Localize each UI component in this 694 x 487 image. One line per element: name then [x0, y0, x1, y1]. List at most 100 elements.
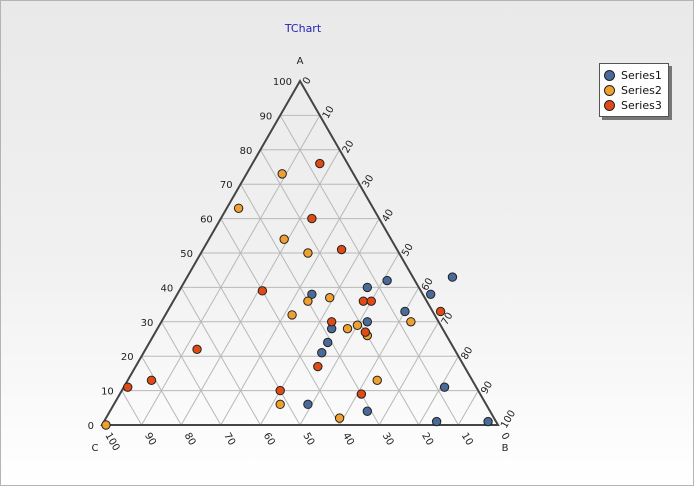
- grid-line-c: [200, 252, 301, 426]
- data-point-series2: [101, 420, 111, 430]
- grid-line-b: [141, 115, 321, 426]
- data-point-series2: [233, 203, 244, 213]
- grid-line-c: [160, 321, 222, 426]
- legend: Series1 Series2 Series3: [599, 63, 669, 117]
- tick-label-c: 0: [498, 431, 511, 442]
- tick-label-c: 40: [340, 431, 356, 448]
- data-point-series2: [342, 323, 353, 334]
- legend-item-series1: Series1: [604, 68, 662, 82]
- data-point-series2: [303, 248, 313, 258]
- data-point-series2: [406, 317, 416, 327]
- data-points: [101, 158, 493, 430]
- data-point-series1: [447, 272, 458, 282]
- tick-label-a: 40: [160, 283, 173, 294]
- data-point-series3: [123, 382, 133, 392]
- tick-label-c: 30: [380, 431, 396, 448]
- data-point-series2: [372, 375, 382, 385]
- tick-label-b: 90: [479, 380, 495, 397]
- tick-label-c: 80: [182, 431, 198, 448]
- tick-label-b: 100: [499, 408, 518, 430]
- data-point-series3: [356, 389, 367, 399]
- legend-marker: [604, 69, 615, 81]
- grid-line-c: [141, 355, 182, 426]
- data-point-series1: [483, 416, 493, 427]
- tick-label-a: 20: [121, 352, 134, 363]
- legend-marker: [604, 99, 615, 111]
- tick-label-b: 0: [301, 75, 314, 86]
- data-point-series1: [303, 399, 313, 410]
- tick-label-c: 70: [221, 431, 237, 448]
- tick-label-a: 90: [259, 111, 272, 122]
- data-point-series1: [425, 289, 436, 299]
- grid-line-c: [121, 390, 143, 426]
- data-point-series2: [279, 234, 289, 244]
- tick-label-b: 10: [321, 104, 337, 121]
- data-point-series2: [275, 399, 285, 410]
- data-point-series3: [366, 296, 376, 306]
- data-point-series3: [358, 296, 369, 306]
- tick-label-a: 70: [220, 180, 233, 191]
- grid: [121, 114, 479, 426]
- tick-label-b: 50: [400, 242, 416, 259]
- tick-label-c: 20: [419, 431, 435, 448]
- data-point-series3: [336, 244, 347, 255]
- grid-line-b: [418, 355, 459, 426]
- data-point-series3: [275, 385, 285, 396]
- data-point-series3: [192, 344, 202, 355]
- legend-label: Series3: [621, 98, 662, 112]
- data-point-series1: [317, 348, 327, 358]
- tick-label-a: 80: [240, 146, 253, 157]
- chart-title: TChart: [284, 22, 322, 35]
- data-point-series1: [400, 306, 410, 317]
- axis-label-c: C: [92, 443, 99, 454]
- tick-label-b: 40: [380, 208, 396, 225]
- data-point-series3: [360, 327, 371, 337]
- grid-line-b: [299, 252, 400, 426]
- data-point-series1: [362, 282, 373, 293]
- axis-label-a: A: [297, 56, 304, 67]
- data-point-series2: [334, 413, 345, 423]
- data-point-series3: [315, 158, 325, 169]
- tick-label-a: 10: [101, 387, 114, 398]
- data-point-series3: [326, 317, 337, 327]
- data-point-series2: [277, 169, 287, 179]
- tick-label-a: 60: [200, 215, 213, 226]
- data-point-series2: [303, 296, 313, 306]
- data-point-series2: [287, 310, 297, 320]
- tick-label-a: 50: [180, 249, 193, 260]
- data-point-series3: [307, 213, 317, 224]
- data-point-series1: [439, 382, 450, 392]
- legend-marker: [604, 84, 615, 96]
- data-point-series2: [352, 320, 363, 330]
- data-point-series2: [325, 293, 335, 303]
- grid-line-b: [220, 183, 360, 426]
- tick-label-b: 60: [420, 276, 436, 293]
- triangle-outline: [100, 78, 500, 426]
- data-point-series3: [435, 306, 446, 317]
- tick-label-c: 100: [102, 431, 121, 453]
- data-point-series3: [257, 286, 268, 296]
- data-point-series1: [362, 317, 373, 327]
- tick-label-c: 50: [300, 431, 316, 448]
- legend-label: Series1: [621, 68, 662, 82]
- tick-label-a: 100: [273, 77, 292, 88]
- tick-label-b: 80: [459, 345, 475, 362]
- legend-item-series3: Series3: [604, 98, 662, 112]
- data-point-series1: [307, 289, 317, 299]
- tick-label-b: 30: [360, 173, 376, 190]
- data-point-series1: [382, 275, 392, 286]
- legend-label: Series2: [621, 83, 662, 97]
- tick-label-a: 30: [141, 318, 154, 329]
- tick-label-c: 10: [459, 431, 475, 448]
- grid-line-b: [378, 321, 440, 426]
- triangle-axes: [100, 78, 500, 426]
- tick-label-c: 60: [261, 431, 277, 448]
- tick-label-a: 0: [88, 421, 94, 432]
- tick-label-b: 20: [341, 139, 357, 156]
- data-point-series3: [313, 361, 323, 372]
- axis-label-b: B: [502, 443, 509, 454]
- legend-item-series2: Series2: [604, 83, 662, 97]
